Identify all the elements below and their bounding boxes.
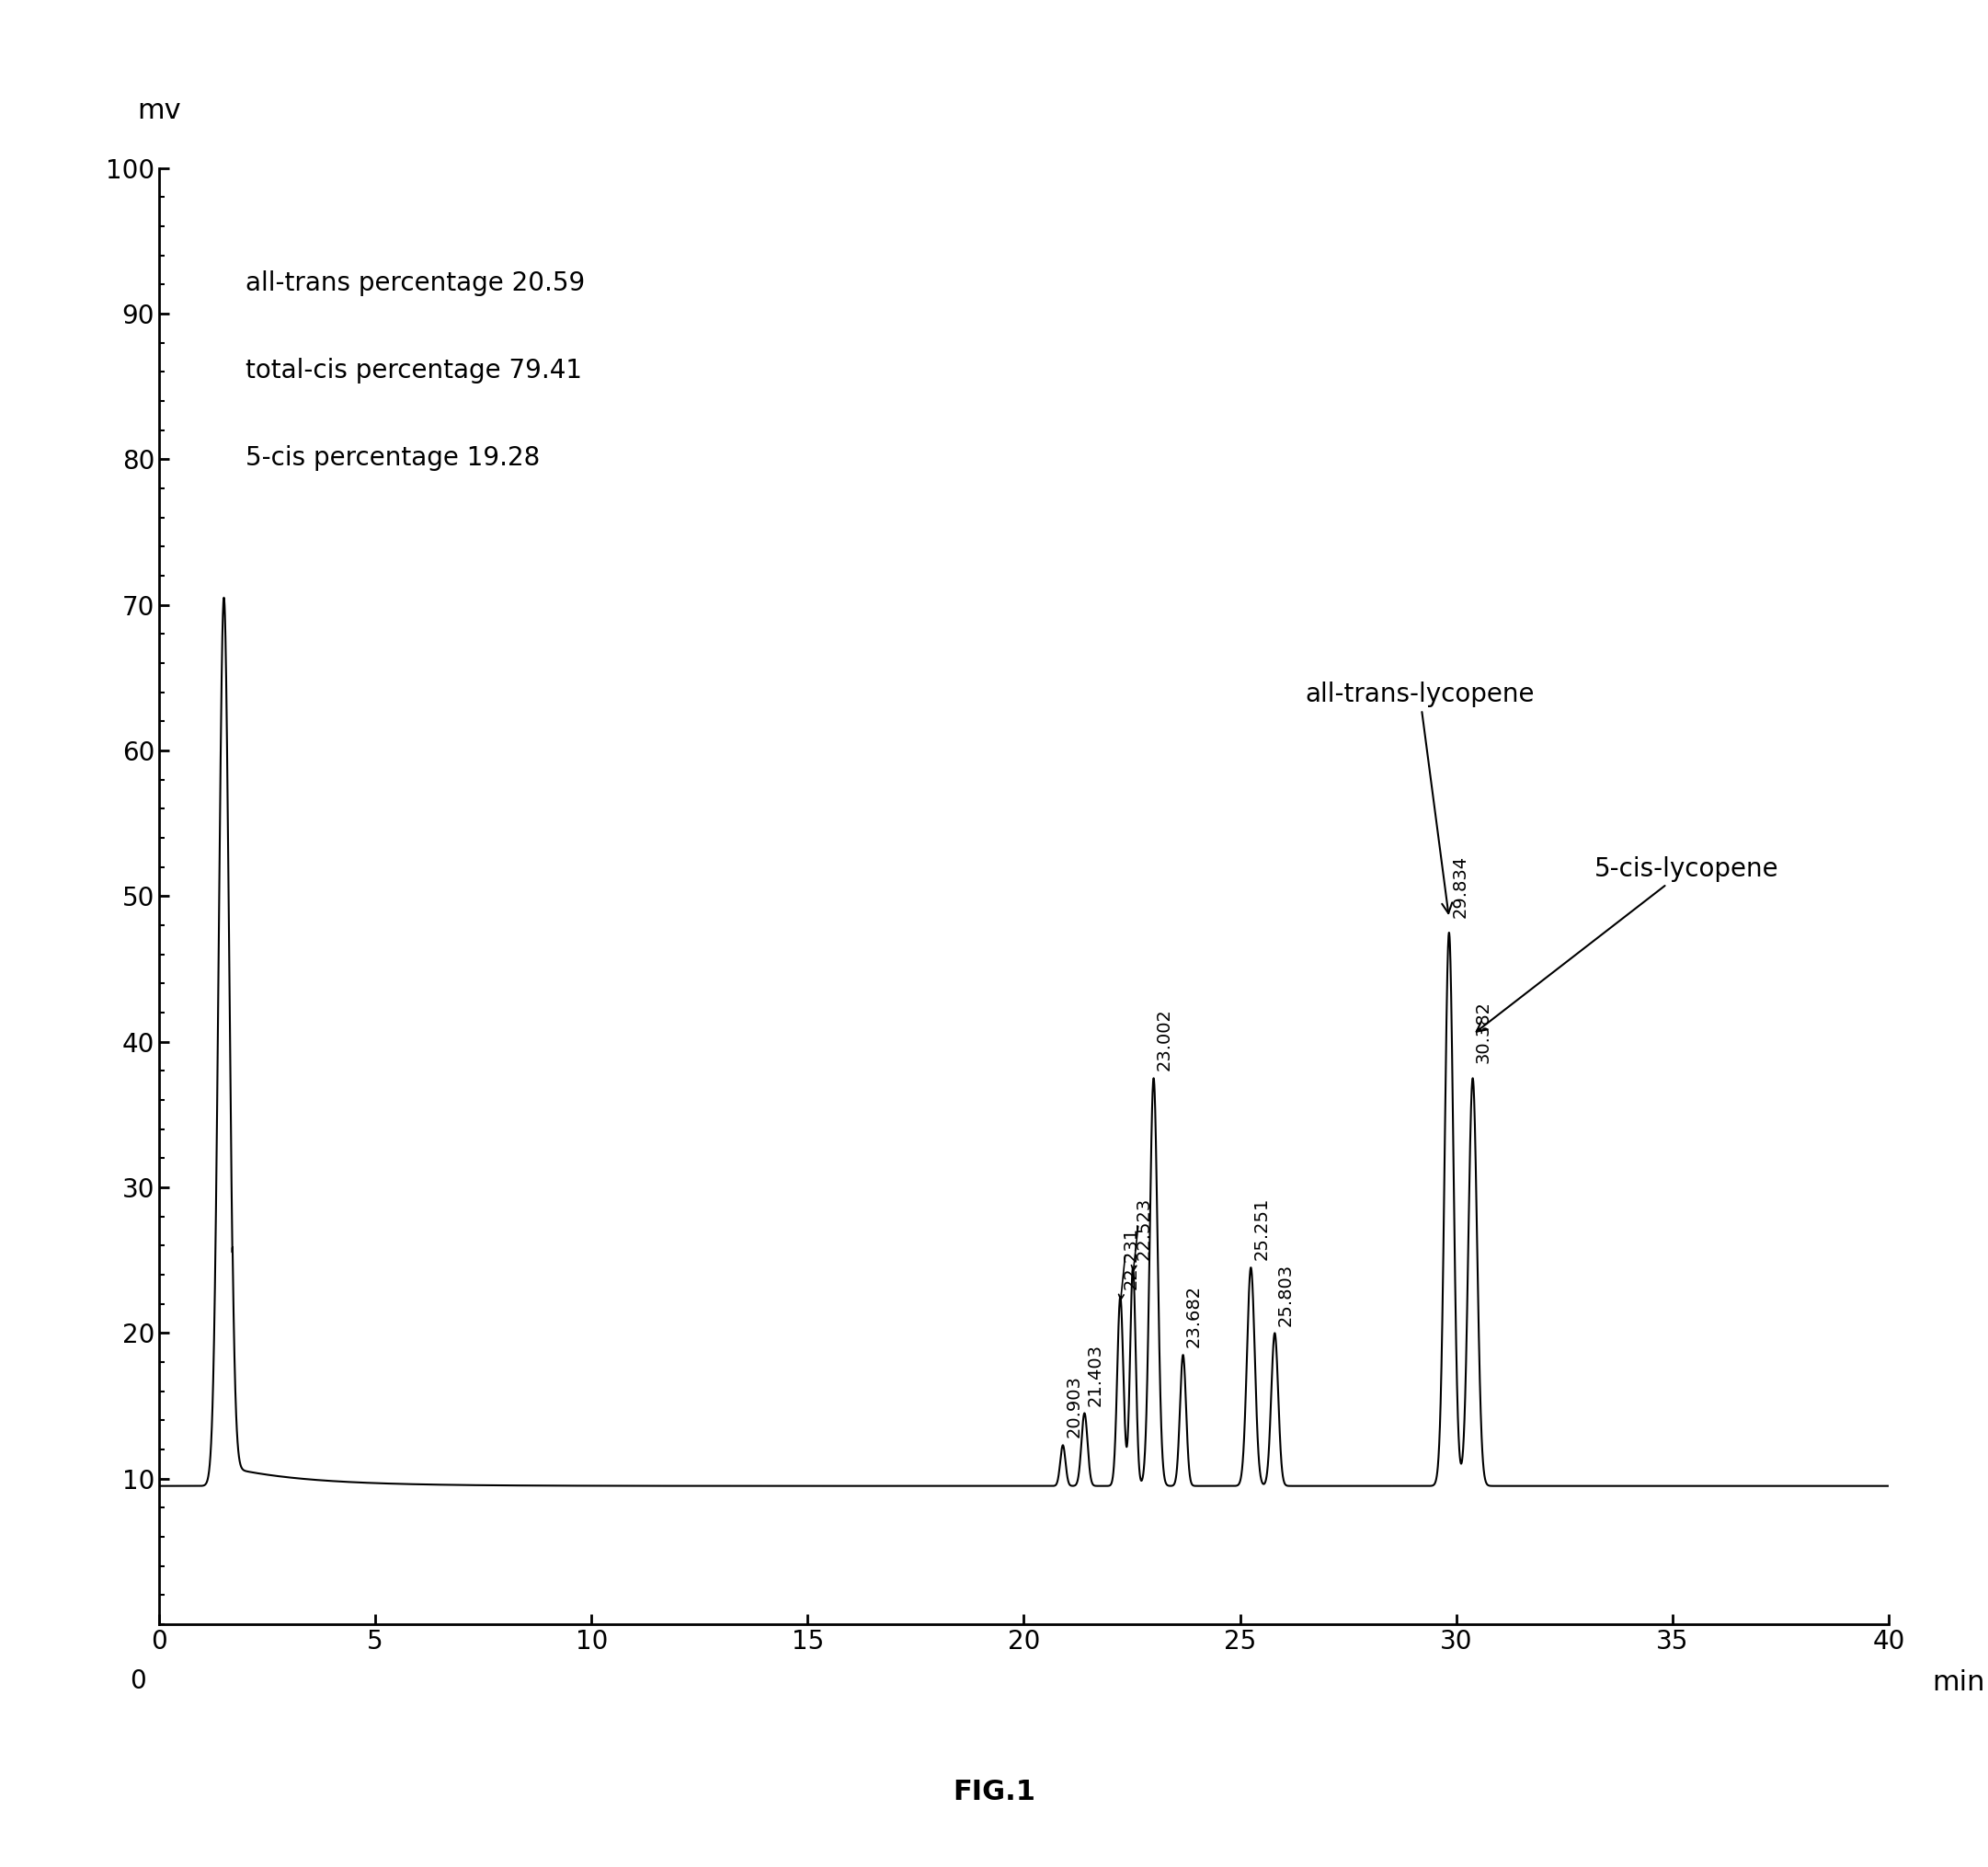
Text: min: min (1932, 1669, 1984, 1695)
Text: all-trans-lycopene: all-trans-lycopene (1304, 681, 1535, 913)
Text: 22.523: 22.523 (1135, 1197, 1153, 1260)
Text: 5-cis-lycopene: 5-cis-lycopene (1477, 855, 1779, 1032)
Text: 25.803: 25.803 (1276, 1264, 1294, 1326)
Text: mv: mv (137, 97, 181, 125)
Text: 30.382: 30.382 (1475, 1001, 1493, 1064)
Text: 22.231: 22.231 (1123, 1227, 1139, 1290)
Text: all-trans percentage 20.59: all-trans percentage 20.59 (247, 271, 584, 295)
Text: 0: 0 (129, 1667, 145, 1693)
Text: 5-cis percentage 19.28: 5-cis percentage 19.28 (247, 444, 541, 470)
Text: 23.682: 23.682 (1185, 1284, 1203, 1348)
Text: 20.903: 20.903 (1066, 1376, 1083, 1438)
Text: 25.251: 25.251 (1252, 1197, 1270, 1260)
Text: FIG.1: FIG.1 (952, 1779, 1036, 1805)
Text: 29.834: 29.834 (1451, 855, 1469, 919)
Text: 21.403: 21.403 (1087, 1344, 1103, 1406)
Text: 23.002: 23.002 (1155, 1008, 1173, 1072)
Text: total-cis percentage 79.41: total-cis percentage 79.41 (247, 357, 582, 383)
